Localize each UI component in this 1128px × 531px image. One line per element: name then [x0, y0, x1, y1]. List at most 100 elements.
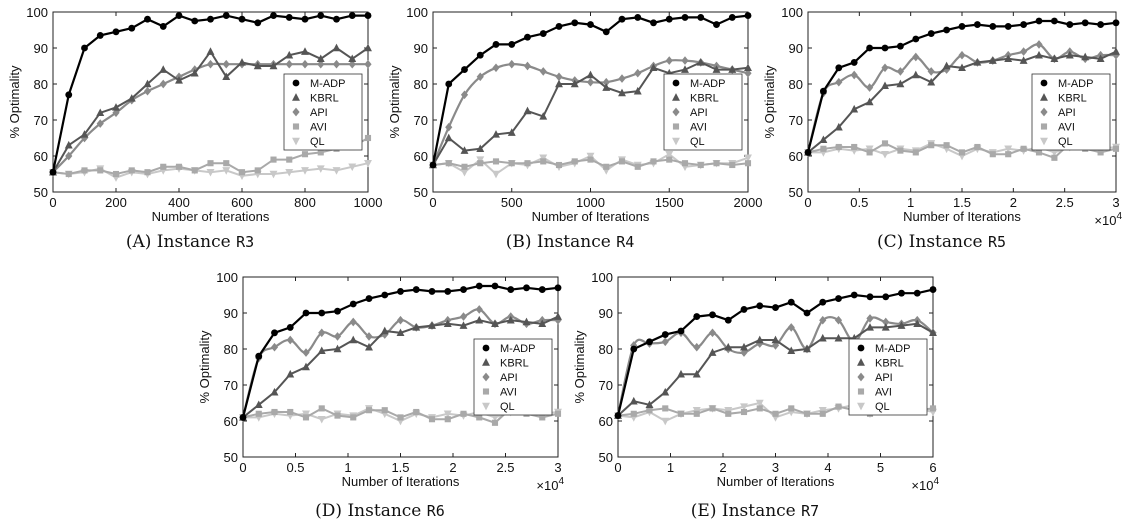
- chart-c-point-m-adp: [804, 148, 812, 156]
- chart-c-point-m-adp: [989, 22, 997, 30]
- chart-d-xtick-label: 1: [344, 460, 351, 475]
- chart-d-point-api: [333, 332, 342, 341]
- chart-b-ytick-label: 90: [414, 41, 428, 56]
- chart-a-point-avi: [144, 169, 151, 176]
- chart-c-point-avi: [820, 145, 827, 152]
- chart-d-point-avi: [318, 405, 325, 412]
- chart-b-point-avi: [650, 158, 657, 165]
- chart-e-ytick-label: 100: [591, 270, 613, 285]
- chart-a-point-m-adp: [175, 12, 183, 20]
- chart-b-point-m-adp: [681, 13, 689, 21]
- chart-c-legend-marker-kbrl: [1040, 93, 1048, 101]
- chart-b-point-api: [555, 72, 563, 82]
- chart-d-point-ql: [317, 415, 326, 424]
- chart-d-point-m-adp: [255, 352, 263, 360]
- chart-a-point-avi: [81, 167, 88, 174]
- chart-a-point-api: [285, 59, 293, 69]
- chart-c-point-kbrl: [1019, 56, 1028, 64]
- chart-d-ytick-label: 80: [224, 342, 238, 357]
- chart-a-legend-label-avi: AVI: [310, 122, 327, 134]
- chart-b-point-avi: [744, 160, 752, 167]
- chart-a-point-avi: [317, 149, 324, 156]
- chart-b-point-ql: [744, 154, 752, 163]
- chart-a-ytick-label: 90: [34, 41, 48, 56]
- chart-a-point-m-adp: [285, 13, 293, 21]
- chart-c-xlabel: Number of Iterations: [903, 209, 1021, 224]
- chart-a-point-m-adp: [238, 15, 246, 23]
- chart-c-point-m-adp: [1035, 17, 1043, 25]
- chart-b-point-avi: [445, 160, 452, 167]
- chart-d-point-api: [349, 317, 357, 327]
- chart-c-point-avi: [989, 151, 996, 158]
- chart-a-ylabel: % Optimality: [7, 65, 22, 138]
- chart-a-point-m-adp: [112, 28, 120, 36]
- chart-b-point-kbrl: [649, 63, 658, 72]
- chart-b-point-avi: [697, 161, 704, 169]
- chart-a-ytick-label: 50: [34, 185, 48, 200]
- chart-e-point-kbrl: [629, 396, 638, 405]
- panel-c: 50 60 70 80 90 100 0 0.5 1 1.5 2 2.5 3 Number of Iter…: [755, 0, 1128, 265]
- chart-a-point-kbrl: [112, 103, 120, 111]
- chart-d-point-api: [475, 305, 483, 314]
- chart-b-point-m-adp: [602, 28, 610, 36]
- chart-b-point-m-adp: [508, 40, 516, 48]
- chart-e-point-api: [819, 315, 827, 325]
- chart-a-point-api: [80, 133, 89, 143]
- caption-c: (C) Instance R5: [755, 232, 1128, 252]
- chart-e-xtick-label: 5: [877, 460, 884, 475]
- chart-e-point-kbrl: [787, 346, 796, 355]
- chart-b-point-m-adp: [650, 19, 657, 27]
- chart-c-ytick-label: 100: [781, 5, 803, 20]
- chart-a-point-m-adp: [333, 15, 340, 23]
- chart-d-point-kbrl: [317, 346, 326, 355]
- chart-b-point-m-adp: [728, 13, 736, 21]
- chart-d-point-m-adp: [397, 287, 404, 295]
- chart-b-point-avi: [618, 158, 626, 165]
- chart-e-point-ql: [755, 399, 764, 408]
- chart-b-legend: M-ADP KBRL API AVI QL: [663, 73, 743, 151]
- chart-e: 50 60 70 80 90 100 0 1 2 3 4 5 6 Number of Iterations…: [572, 270, 939, 493]
- chart-c-point-m-adp: [1097, 21, 1105, 29]
- chart-d-point-avi: [255, 410, 262, 417]
- chart-d-point-avi: [302, 414, 310, 421]
- chart-e-point-m-adp: [929, 286, 937, 294]
- chart-a-point-kbrl: [127, 94, 136, 102]
- chart-d-legend-label-ql: QL: [500, 401, 515, 413]
- chart-d-point-avi: [476, 414, 483, 421]
- chart-d-point-ql: [443, 410, 452, 419]
- chart-a-legend-marker-ql: [292, 137, 300, 146]
- chart-b-point-m-adp: [571, 19, 579, 27]
- chart-b-legend-label-avi: AVI: [690, 122, 707, 134]
- chart-e-point-kbrl: [913, 319, 922, 328]
- chart-b-point-m-adp: [476, 51, 484, 59]
- chart-a-point-api: [332, 59, 341, 69]
- chart-c-legend-label-api: API: [1058, 107, 1076, 119]
- chart-a-ytick-label: 60: [34, 149, 48, 164]
- chart-e-legend: M-ADP KBRL API AVI QL: [848, 338, 928, 416]
- chart-c-point-api: [850, 70, 858, 80]
- chart-a-point-kbrl: [348, 54, 357, 63]
- chart-b-point-m-adp: [492, 40, 500, 48]
- chart-b-ytick-label: 80: [414, 77, 428, 92]
- chart-a-series-avi: [49, 134, 372, 178]
- chart-c-xtick-label: 2: [1010, 195, 1017, 210]
- chart-c-point-m-adp: [835, 64, 843, 72]
- chart-d-point-m-adp: [365, 295, 373, 303]
- chart-c-point-api: [958, 50, 966, 60]
- chart-a-point-avi: [286, 156, 293, 163]
- panel-b: 50 60 70 80 90 100 0 500 1000 1500 2000 Number of I…: [380, 0, 762, 265]
- chart-d-point-m-adp: [554, 284, 562, 292]
- chart-d-point-m-adp: [349, 300, 357, 308]
- chart-c-legend-label-avi: AVI: [1058, 122, 1075, 134]
- chart-c-point-avi: [881, 140, 889, 147]
- chart-a-point-m-adp: [191, 17, 199, 25]
- chart-b-point-api: [508, 59, 516, 69]
- chart-c-xtick-label: 3: [1112, 195, 1119, 210]
- chart-c-point-kbrl: [819, 135, 828, 144]
- chart-a-ytick-label: 80: [34, 77, 48, 92]
- chart-e-legend-marker-ql: [857, 402, 865, 411]
- chart-d-point-kbrl: [302, 362, 310, 371]
- chart-e-point-api: [771, 341, 780, 350]
- chart-a-point-api: [364, 59, 372, 69]
